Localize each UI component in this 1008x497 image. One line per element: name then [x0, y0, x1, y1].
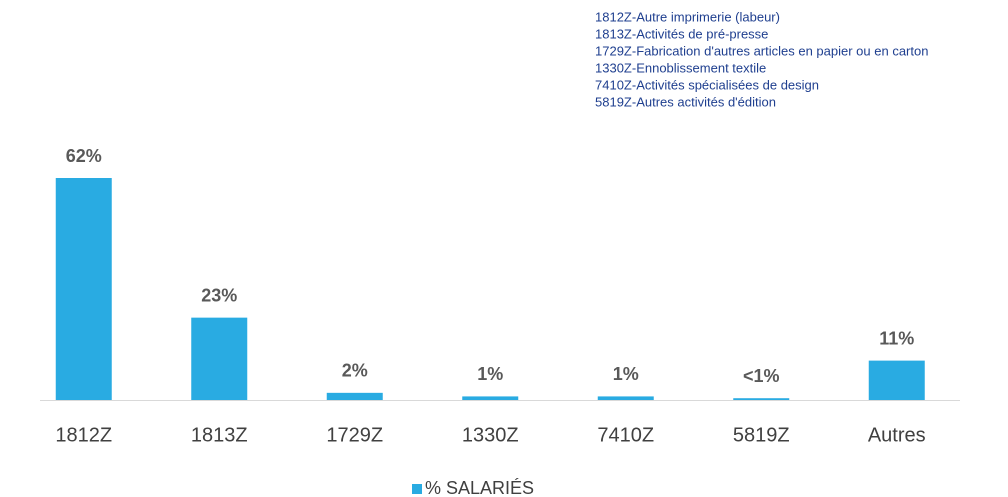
value-label: 11% — [879, 328, 914, 348]
legend-swatch — [412, 484, 422, 494]
annotation: 1729Z-Fabrication d'autres articles en p… — [595, 43, 928, 58]
bar — [191, 317, 248, 400]
value-label: 62% — [66, 146, 102, 166]
value-label: 2% — [342, 361, 368, 381]
value-label: <1% — [743, 366, 780, 386]
bar — [733, 398, 790, 400]
bar — [597, 396, 654, 400]
annotation: 7410Z-Activités spécialisées de design — [595, 77, 819, 92]
x-tick-label: 1812Z — [55, 424, 112, 446]
legend-label: % SALARIÉS — [425, 478, 534, 497]
annotation: 5819Z-Autres activités d'édition — [595, 94, 776, 109]
value-label: 1% — [477, 364, 503, 384]
annotation: 1812Z-Autre imprimerie (labeur) — [595, 9, 780, 24]
bar — [462, 396, 519, 400]
x-tick-label: 1813Z — [191, 424, 248, 446]
annotation: 1813Z-Activités de pré-presse — [595, 26, 768, 41]
value-label: 23% — [201, 285, 237, 305]
x-tick-label: 1330Z — [462, 424, 519, 446]
x-tick-label: 1729Z — [326, 424, 383, 446]
x-tick-label: Autres — [868, 424, 926, 446]
value-label: 1% — [613, 364, 639, 384]
bar — [868, 360, 925, 400]
x-tick-label: 5819Z — [733, 424, 790, 446]
bar — [55, 178, 112, 400]
annotation: 1330Z-Ennoblissement textile — [595, 60, 766, 75]
x-tick-label: 7410Z — [597, 424, 654, 446]
bar — [326, 392, 383, 400]
